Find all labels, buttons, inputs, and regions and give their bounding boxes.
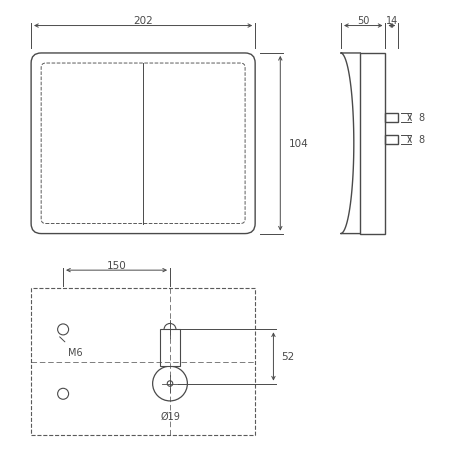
Text: 52: 52 <box>281 352 294 362</box>
Text: 104: 104 <box>288 139 308 149</box>
Bar <box>359 54 385 234</box>
Text: 202: 202 <box>133 16 153 26</box>
Text: 14: 14 <box>385 16 397 26</box>
Text: M6: M6 <box>60 337 82 357</box>
Text: 8: 8 <box>417 113 423 123</box>
Bar <box>160 330 179 366</box>
Text: 50: 50 <box>356 16 369 26</box>
Bar <box>385 114 397 123</box>
Bar <box>385 136 397 144</box>
Text: 150: 150 <box>106 260 126 270</box>
Bar <box>31 289 255 435</box>
Text: Ø19: Ø19 <box>160 411 179 421</box>
Text: 8: 8 <box>417 135 423 145</box>
